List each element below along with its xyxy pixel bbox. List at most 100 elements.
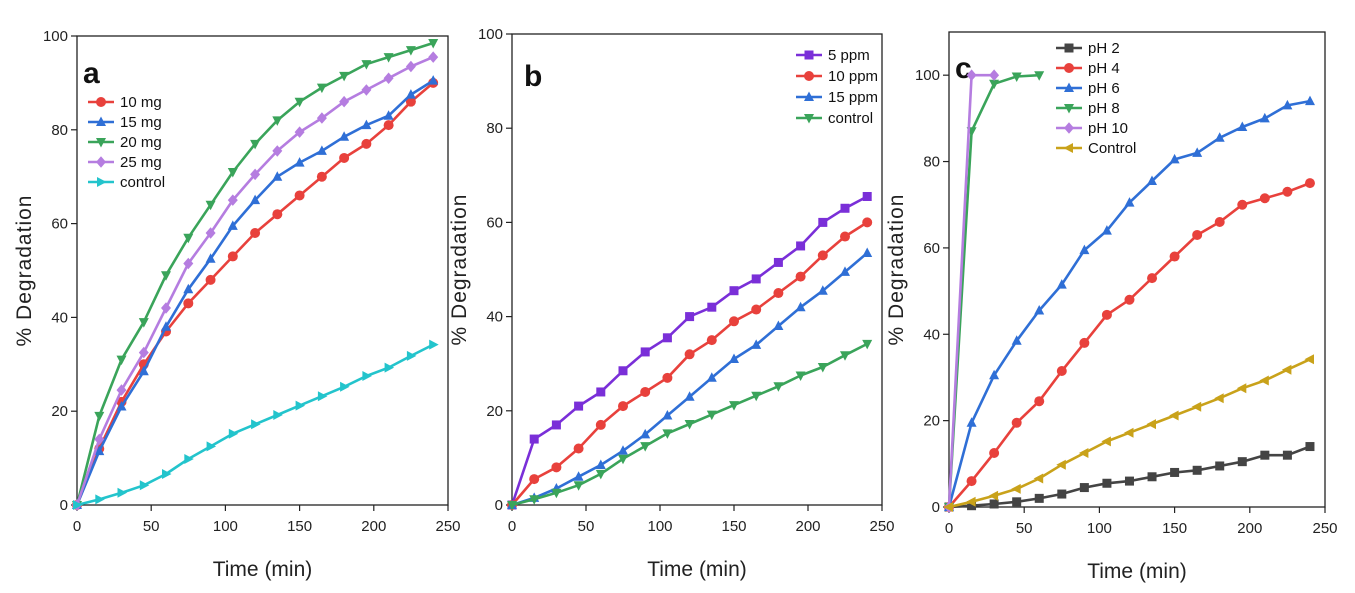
data-point bbox=[316, 112, 327, 124]
data-point bbox=[1011, 335, 1022, 345]
data-point bbox=[205, 200, 216, 211]
data-point bbox=[183, 298, 194, 309]
legend-marker bbox=[1064, 43, 1074, 53]
y-tick-label: 80 bbox=[923, 154, 940, 171]
data-point bbox=[1305, 442, 1315, 452]
legend-marker bbox=[1064, 82, 1074, 92]
data-point bbox=[773, 382, 784, 392]
data-point bbox=[573, 443, 584, 454]
data-point bbox=[429, 339, 439, 350]
data-point bbox=[405, 89, 416, 99]
data-point bbox=[706, 372, 717, 382]
data-point bbox=[1056, 365, 1067, 376]
data-point bbox=[1056, 459, 1066, 470]
data-point bbox=[529, 474, 540, 485]
data-point bbox=[339, 131, 350, 141]
data-point bbox=[840, 231, 850, 242]
data-point bbox=[618, 454, 628, 465]
data-point bbox=[383, 53, 394, 63]
data-point bbox=[1237, 199, 1248, 210]
data-point bbox=[138, 318, 149, 328]
data-point bbox=[138, 346, 149, 359]
data-point bbox=[551, 462, 562, 473]
data-point bbox=[862, 191, 872, 201]
data-point bbox=[294, 190, 305, 201]
data-point bbox=[1304, 354, 1314, 365]
data-point bbox=[1214, 393, 1224, 404]
legend-label: 25 mg bbox=[120, 154, 162, 171]
legend-label: control bbox=[120, 174, 165, 191]
data-point bbox=[73, 500, 83, 510]
y-axis-label: % Degradation bbox=[13, 195, 36, 347]
legend-marker bbox=[1064, 104, 1074, 114]
data-point bbox=[1282, 99, 1293, 110]
data-point bbox=[1147, 273, 1158, 284]
x-tick-label: 150 bbox=[1162, 520, 1187, 537]
data-point bbox=[362, 371, 372, 381]
legend-label: control bbox=[828, 110, 873, 127]
legend-marker bbox=[96, 116, 106, 126]
data-point bbox=[1101, 436, 1111, 447]
data-point bbox=[862, 247, 873, 257]
data-point bbox=[428, 39, 439, 49]
series-ph-4 bbox=[944, 178, 1315, 512]
series-5-ppm bbox=[507, 191, 872, 510]
data-point bbox=[95, 494, 105, 505]
y-tick-label: 100 bbox=[915, 67, 940, 84]
data-point bbox=[116, 355, 127, 366]
data-point bbox=[1304, 178, 1315, 189]
y-tick-label: 100 bbox=[43, 28, 68, 45]
data-point bbox=[662, 372, 673, 383]
data-point bbox=[139, 480, 150, 491]
x-tick-label: 0 bbox=[73, 518, 81, 535]
legend-marker bbox=[96, 97, 106, 107]
data-point bbox=[573, 481, 584, 491]
data-point bbox=[573, 471, 584, 481]
data-point bbox=[989, 499, 999, 509]
data-point bbox=[1034, 71, 1045, 81]
x-tick-label: 250 bbox=[435, 518, 460, 535]
data-point bbox=[796, 241, 806, 251]
data-point bbox=[406, 350, 417, 361]
data-point bbox=[294, 126, 305, 138]
chart-panel-a: 0 50 100 150 200 250 0 20 40 60 80 100 Time (min) % D… bbox=[13, 28, 461, 581]
legend-label: 15 ppm bbox=[828, 89, 878, 106]
data-point bbox=[1192, 147, 1203, 157]
data-point bbox=[116, 384, 127, 396]
data-point bbox=[227, 251, 238, 262]
data-point bbox=[183, 283, 194, 294]
series-line bbox=[511, 252, 869, 507]
data-point bbox=[640, 428, 651, 439]
data-point bbox=[116, 401, 127, 411]
y-tick-label: 60 bbox=[51, 216, 68, 233]
legend-label: 5 ppm bbox=[828, 47, 870, 64]
y-tick-label: 40 bbox=[923, 326, 940, 343]
data-point bbox=[206, 441, 217, 452]
data-point bbox=[294, 157, 305, 167]
legend-label: 15 mg bbox=[120, 114, 162, 131]
x-axis-label: Time (min) bbox=[213, 558, 313, 581]
data-point bbox=[361, 119, 372, 130]
legend-label: pH 4 bbox=[1088, 60, 1120, 77]
data-point bbox=[294, 97, 305, 108]
x-tick-label: 0 bbox=[508, 518, 516, 535]
data-point bbox=[751, 391, 762, 402]
data-point bbox=[684, 420, 695, 430]
legend-marker bbox=[97, 177, 107, 187]
data-point bbox=[529, 495, 540, 505]
data-point bbox=[1191, 401, 1202, 412]
data-point bbox=[205, 253, 216, 263]
data-point bbox=[117, 487, 127, 498]
data-point bbox=[1236, 383, 1247, 394]
data-point bbox=[1282, 186, 1293, 197]
data-point bbox=[1079, 483, 1089, 493]
data-point bbox=[94, 433, 105, 446]
x-tick-label: 50 bbox=[143, 518, 160, 535]
legend-label: pH 10 bbox=[1088, 120, 1128, 137]
data-point bbox=[94, 411, 105, 422]
data-point bbox=[751, 339, 762, 349]
series-line bbox=[75, 41, 434, 506]
x-tick-label: 50 bbox=[1016, 520, 1033, 537]
data-point bbox=[966, 476, 977, 487]
x-tick-label: 200 bbox=[361, 518, 386, 535]
